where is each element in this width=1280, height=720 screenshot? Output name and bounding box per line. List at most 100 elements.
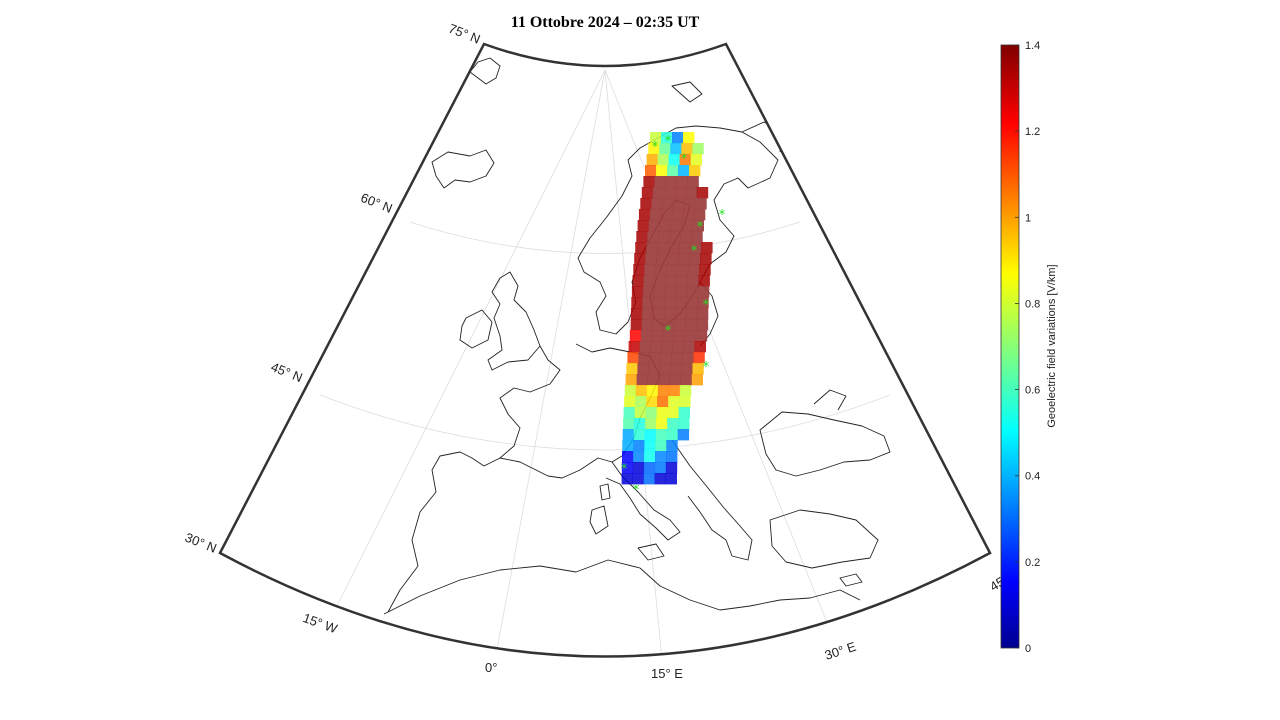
- coast-azov: [813, 389, 847, 411]
- heatmap-cell: [636, 374, 648, 386]
- heatmap-cell: [664, 286, 677, 298]
- coast-italy: [605, 461, 681, 541]
- heatmap-cell: [638, 209, 651, 221]
- heatmap-cell: [659, 363, 671, 375]
- heatmap-cell: [680, 374, 692, 386]
- heatmap-cell: [672, 341, 684, 353]
- heatmap-cell: [623, 407, 635, 419]
- heatmap-cell: [673, 330, 686, 342]
- heatmap-cell: [679, 154, 691, 166]
- heatmap-cell: [626, 363, 638, 375]
- heatmap-cell: [675, 297, 687, 309]
- heatmap-cell: [679, 396, 691, 408]
- heatmap-cell: [675, 286, 688, 298]
- heatmap-cell: [685, 308, 698, 320]
- heatmap-cell: [654, 275, 666, 287]
- heatmap-cell: [697, 297, 709, 309]
- lat-label-30n: 30° N: [183, 530, 219, 556]
- heatmap-cell: [668, 396, 680, 408]
- map-frame: [218, 42, 992, 658]
- heatmap-cell: [631, 286, 644, 298]
- heatmap-cell: [671, 352, 683, 364]
- heatmap-cell: [657, 396, 669, 408]
- heatmap-cell: [643, 462, 656, 474]
- heatmap-cell: [654, 462, 667, 474]
- heatmap-cell: [661, 132, 673, 144]
- heatmap-cell: [674, 319, 687, 331]
- station-marker: *: [633, 483, 640, 498]
- heatmap-cell: [627, 352, 639, 364]
- heatmap-cell: [666, 440, 678, 452]
- heatmap-cell: [658, 231, 670, 243]
- heatmap-cell: [665, 176, 677, 188]
- heatmap-cell: [690, 154, 702, 166]
- heatmap-cell: [666, 429, 679, 441]
- heatmap-cell: [625, 374, 637, 386]
- heatmap-cell: [689, 165, 701, 177]
- colorbar-tick-label: 1.4: [1025, 40, 1040, 52]
- heatmap-cell: [692, 363, 704, 375]
- heatmap-cell: [673, 198, 685, 210]
- heatmap-cell: [683, 341, 695, 353]
- coast-sardinia: [589, 505, 609, 535]
- colorbar-label: Geoelectric field variations [V/km]: [1046, 264, 1058, 427]
- heatmap-cell: [668, 154, 680, 166]
- heatmap-cell: [686, 297, 698, 309]
- heatmap-cell: [688, 264, 700, 276]
- heatmap-cell: [687, 275, 699, 287]
- heatmap-cell: [678, 165, 690, 177]
- heatmap-cell: [669, 231, 681, 243]
- heatmap-cell: [671, 209, 684, 221]
- station-markers: * * * * * * * * * * *: [621, 134, 726, 498]
- heatmap-cell: [654, 176, 666, 188]
- heatmap-cell: [657, 154, 669, 166]
- coast-arctic-fragment: [671, 81, 703, 103]
- heatmap-cell: [635, 242, 647, 254]
- heatmap-cell: [691, 374, 703, 386]
- heatmap-cell: [698, 275, 710, 287]
- heatmap-cell: [696, 308, 709, 320]
- heatmap-cell: [695, 198, 707, 210]
- heatmap-cell: [640, 330, 653, 342]
- heatmap-cell: [665, 473, 677, 485]
- heatmap-cell: [632, 275, 644, 287]
- colorbar-tick-label: 0.4: [1025, 471, 1040, 483]
- heatmap-cell: [699, 264, 711, 276]
- heatmap-cell: [663, 308, 676, 320]
- station-marker: *: [665, 324, 672, 339]
- geoelectric-field-heatmap: [621, 132, 713, 485]
- heatmap-cell: [643, 275, 655, 287]
- coast-great-britain: [487, 271, 541, 371]
- heatmap-cell: [624, 385, 637, 397]
- heatmap-cell: [645, 165, 657, 177]
- heatmap-cell: [642, 286, 655, 298]
- lon-label-15w: 15° W: [301, 610, 340, 637]
- heatmap-cell: [652, 187, 665, 199]
- heatmap-cell: [685, 187, 698, 199]
- heatmap-cell: [684, 330, 697, 342]
- heatmap-cell: [644, 264, 656, 276]
- heatmap-cell: [667, 407, 679, 419]
- station-marker: *: [652, 140, 659, 155]
- heatmap-cell: [652, 319, 665, 331]
- heatmap-cell: [681, 220, 693, 232]
- heatmap-cell: [646, 242, 658, 254]
- heatmap-cell: [637, 363, 649, 375]
- station-marker: *: [703, 360, 710, 375]
- heatmap-cell: [621, 462, 634, 474]
- coast-black-sea: [759, 411, 891, 477]
- heatmap-cell: [680, 231, 692, 243]
- heatmap-cell: [634, 253, 646, 265]
- heatmap-cell: [662, 330, 675, 342]
- heatmap-cell: [632, 462, 645, 474]
- colorbar-ticks: 1.4 1.2 1 0.8 0.6 0.4 0.2 0: [1015, 40, 1040, 655]
- heatmap-cell: [694, 341, 706, 353]
- station-marker: *: [665, 134, 672, 149]
- heatmap-cell: [681, 143, 693, 155]
- heatmap-cell: [649, 209, 662, 221]
- heatmap-cell: [700, 253, 712, 265]
- heatmap-cell: [655, 451, 667, 463]
- heatmap-cell: [636, 231, 648, 243]
- heatmap-cell: [653, 297, 665, 309]
- heatmap-cell: [638, 352, 650, 364]
